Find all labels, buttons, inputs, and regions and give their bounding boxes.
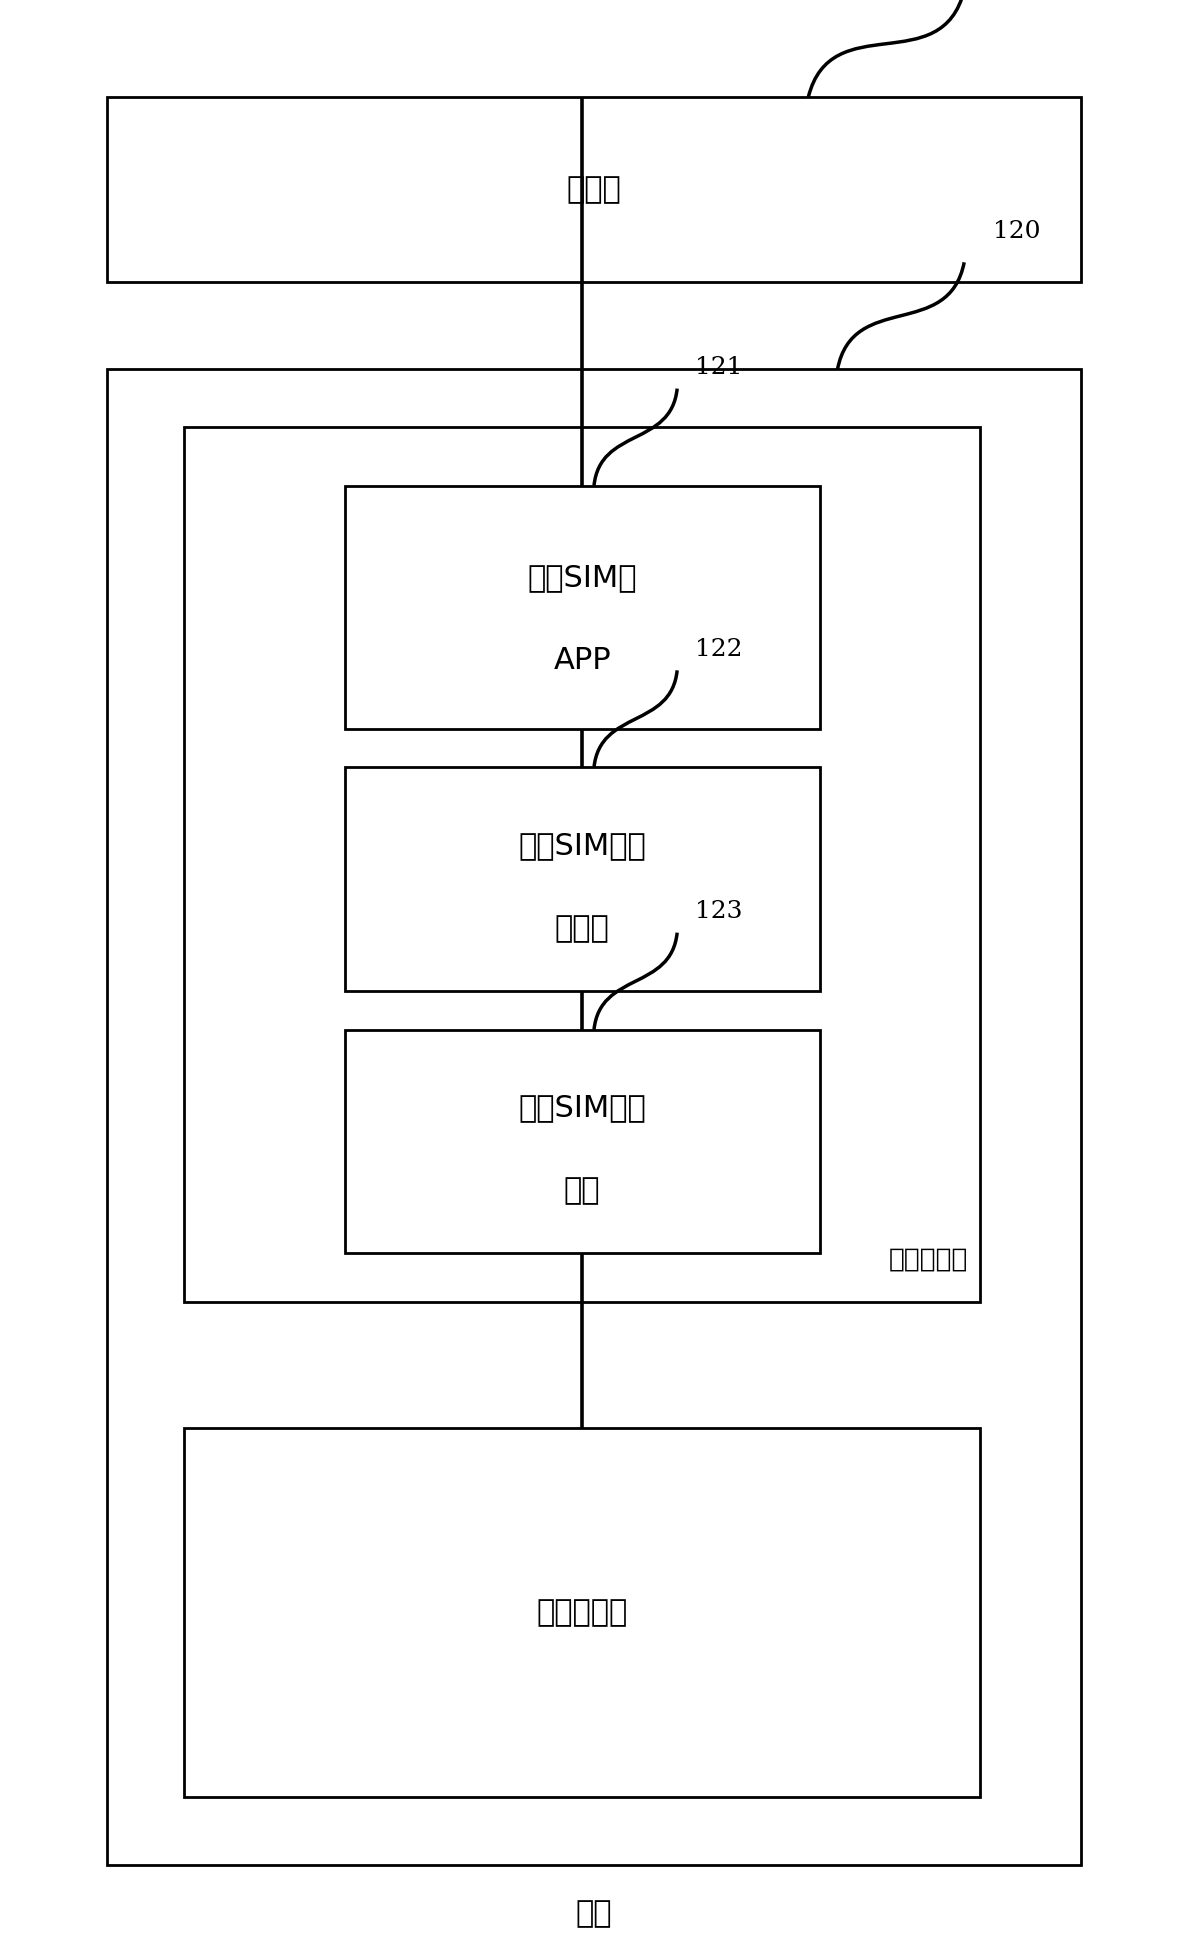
Text: 服务器: 服务器 [567, 175, 621, 204]
Text: 应用处理器: 应用处理器 [889, 1247, 968, 1273]
Bar [107, 369, 1081, 1865]
Bar [184, 1428, 980, 1797]
Bar [345, 767, 820, 991]
Text: 120: 120 [993, 220, 1041, 243]
Bar [345, 486, 820, 729]
Bar [107, 97, 1081, 282]
Text: APP: APP [554, 647, 611, 674]
Text: 作系统: 作系统 [555, 913, 609, 942]
Bar [184, 427, 980, 1302]
Text: 虚拟SIM卡操: 虚拟SIM卡操 [518, 832, 646, 861]
Bar [345, 1030, 820, 1253]
Text: 121: 121 [695, 356, 742, 379]
Text: 122: 122 [695, 637, 742, 661]
Text: 配层: 配层 [564, 1176, 600, 1205]
Text: 虚拟SIM卡适: 虚拟SIM卡适 [518, 1094, 646, 1123]
Text: 终端: 终端 [576, 1900, 612, 1927]
Text: 123: 123 [695, 900, 742, 923]
Text: 基带处理器: 基带处理器 [537, 1599, 627, 1626]
Text: 虚拟SIM卡: 虚拟SIM卡 [527, 563, 637, 593]
